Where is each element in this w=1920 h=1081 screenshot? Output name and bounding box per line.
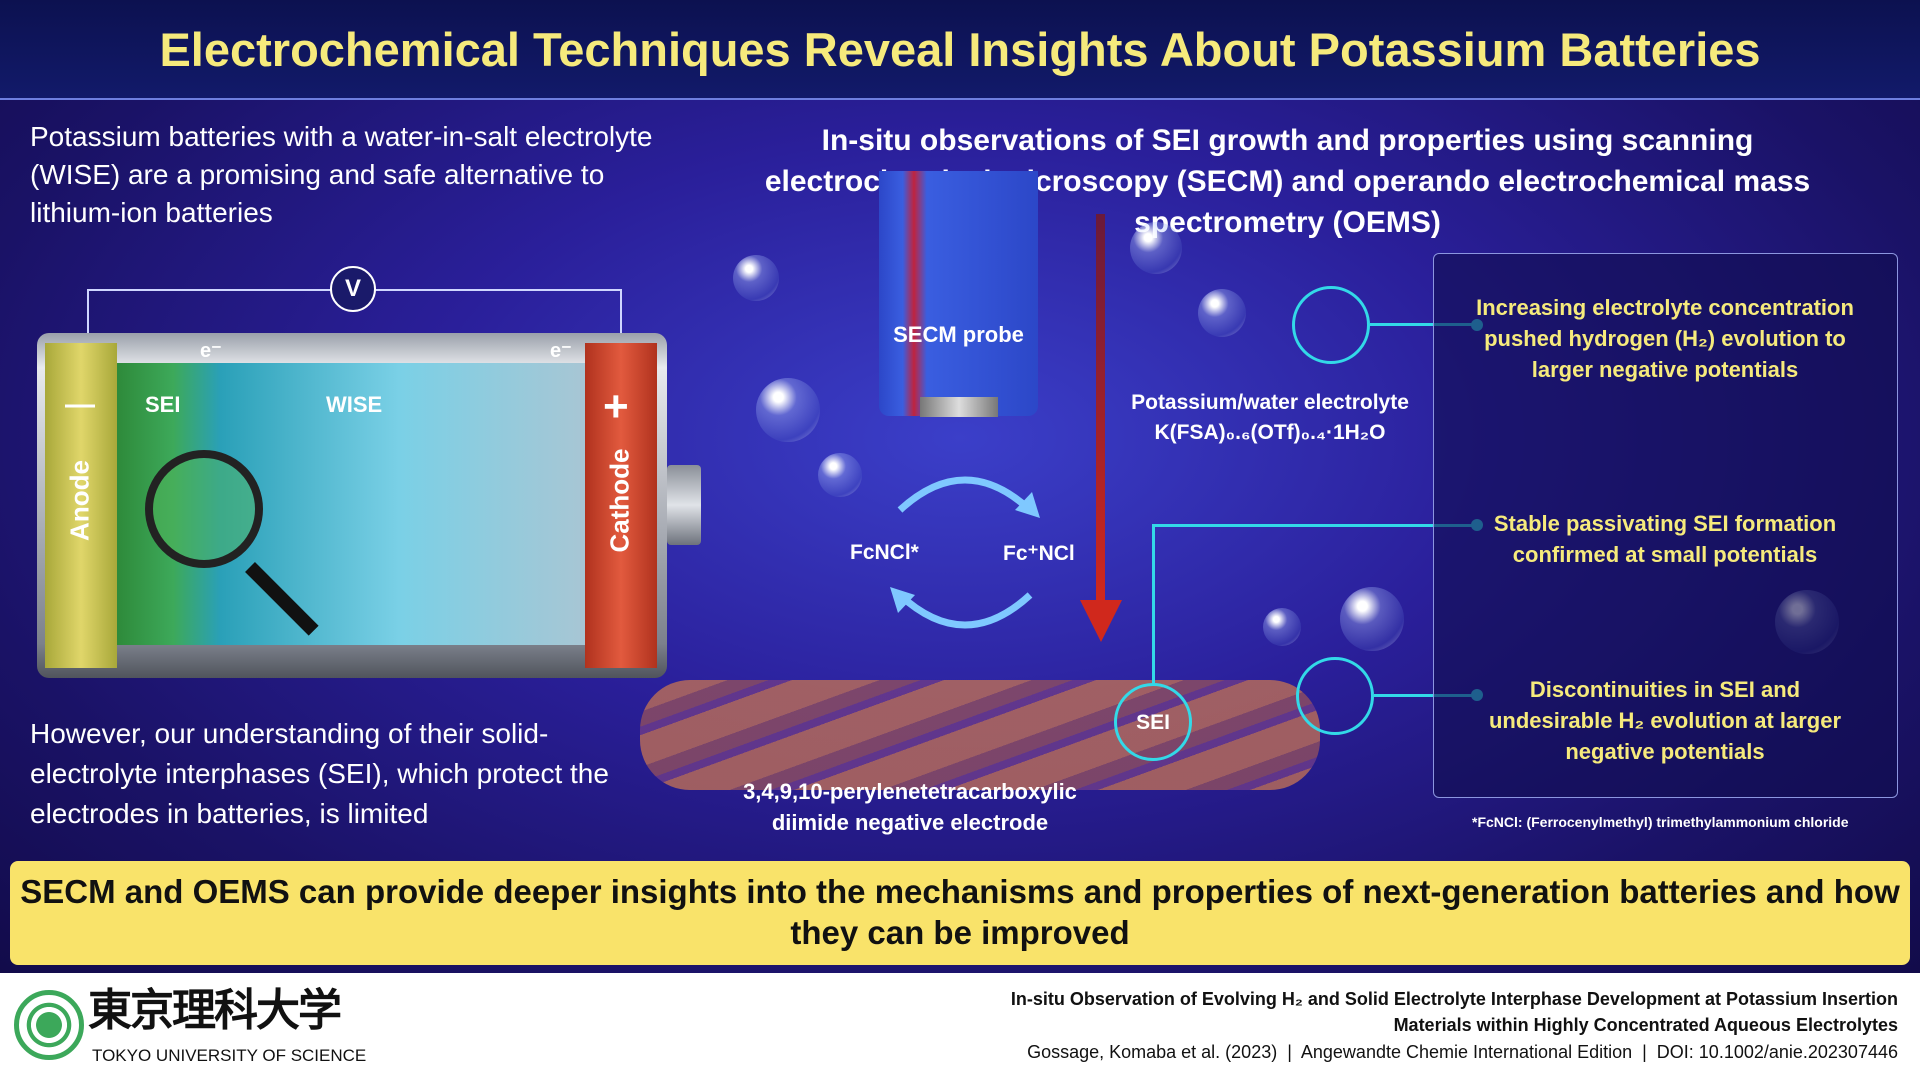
fc-plus-ncl-label: Fc⁺NCl	[1003, 542, 1075, 565]
electrode-illustration	[640, 680, 1320, 790]
electrode-name-line1: 3,4,9,10-perylenetetracarboxylic	[743, 779, 1077, 804]
secm-probe-label: SECM probe	[893, 322, 1024, 347]
connector-line	[1152, 524, 1155, 684]
finding-3: Discontinuities in SEI and undesirable H…	[1488, 677, 1842, 764]
secm-probe	[879, 171, 1038, 416]
university-name-en: TOKYO UNIVERSITY OF SCIENCE	[92, 1046, 367, 1065]
battery-illustration	[37, 333, 667, 678]
red-arrow	[1096, 214, 1105, 604]
connector-line	[1152, 524, 1478, 527]
connector-line	[1374, 694, 1478, 697]
bubble	[733, 255, 779, 301]
bubble	[1198, 289, 1246, 337]
footnote: *FcNCl: (Ferrocenylmethyl) trimethylammo…	[1472, 814, 1849, 830]
electrode-label: 3,4,9,10-perylenetetracarboxylic diimide…	[700, 776, 1120, 838]
bubble	[818, 453, 862, 497]
electron-label: e⁻	[200, 340, 222, 362]
probe-tip	[920, 397, 998, 417]
page-title: Electrochemical Techniques Reveal Insigh…	[159, 23, 1761, 76]
title-bar	[0, 0, 1920, 100]
anode-label: Anode	[64, 460, 95, 541]
sei-label: SEI	[145, 392, 181, 417]
cathode-label: Cathode	[604, 448, 635, 553]
citation: Gossage, Komaba et al. (2023) | Angewand…	[1027, 1042, 1898, 1062]
voltmeter-icon: V	[330, 266, 376, 312]
arrow-head-icon	[1080, 600, 1122, 642]
bubble-highlight-ring	[1292, 286, 1370, 364]
university-seal-logo	[14, 990, 84, 1060]
electrolyte-name: Potassium/water electrolyte	[1131, 391, 1409, 414]
bubble	[1340, 587, 1404, 651]
battery-terminal	[667, 465, 701, 545]
cathode	[585, 343, 657, 668]
paper-title-line1: In-situ Observation of Evolving H₂ and S…	[1010, 989, 1898, 1009]
connector-line	[1370, 323, 1478, 326]
electrolyte-label: Potassium/water electrolyte K(FSA)₀.₆(OT…	[1110, 388, 1430, 448]
fcncl-label: FcNCl*	[850, 541, 919, 564]
anode	[45, 343, 117, 668]
bubble-highlight-ring	[1296, 657, 1374, 735]
electron-label: e⁻	[550, 340, 572, 362]
anode-sign: —	[65, 388, 95, 421]
finding-2: Stable passivating SEI formation confirm…	[1493, 511, 1837, 567]
findings-panel	[1433, 253, 1898, 798]
electrode-name-line2: diimide negative electrode	[771, 810, 1049, 835]
footer	[0, 973, 1920, 1081]
bubble	[1263, 608, 1301, 646]
wise-label: WISE	[326, 392, 383, 417]
finding-1: Increasing electrolyte concentration pus…	[1476, 295, 1854, 382]
bubble	[1130, 222, 1182, 274]
cathode-sign: +	[603, 382, 629, 431]
magnifier-icon	[145, 450, 263, 568]
redox-cycle-arrows-icon	[890, 476, 1040, 629]
paper-title-line2: Materials within Highly Concentrated Aqu…	[1393, 1015, 1898, 1035]
sei-highlight-ring	[1114, 683, 1192, 761]
university-name-jp: 東京理科大学	[88, 986, 342, 1035]
intro-text: Potassium batteries with a water-in-salt…	[30, 121, 653, 228]
limitation-text: However, our understanding of their soli…	[30, 718, 609, 829]
sei-label: SEI	[1136, 711, 1170, 734]
conclusion-banner: SECM and OEMS can provide deeper insight…	[10, 861, 1910, 965]
electrolyte-formula: K(FSA)₀.₆(OTf)₀.₄·1H₂O	[1154, 421, 1386, 444]
bubble	[756, 378, 820, 442]
